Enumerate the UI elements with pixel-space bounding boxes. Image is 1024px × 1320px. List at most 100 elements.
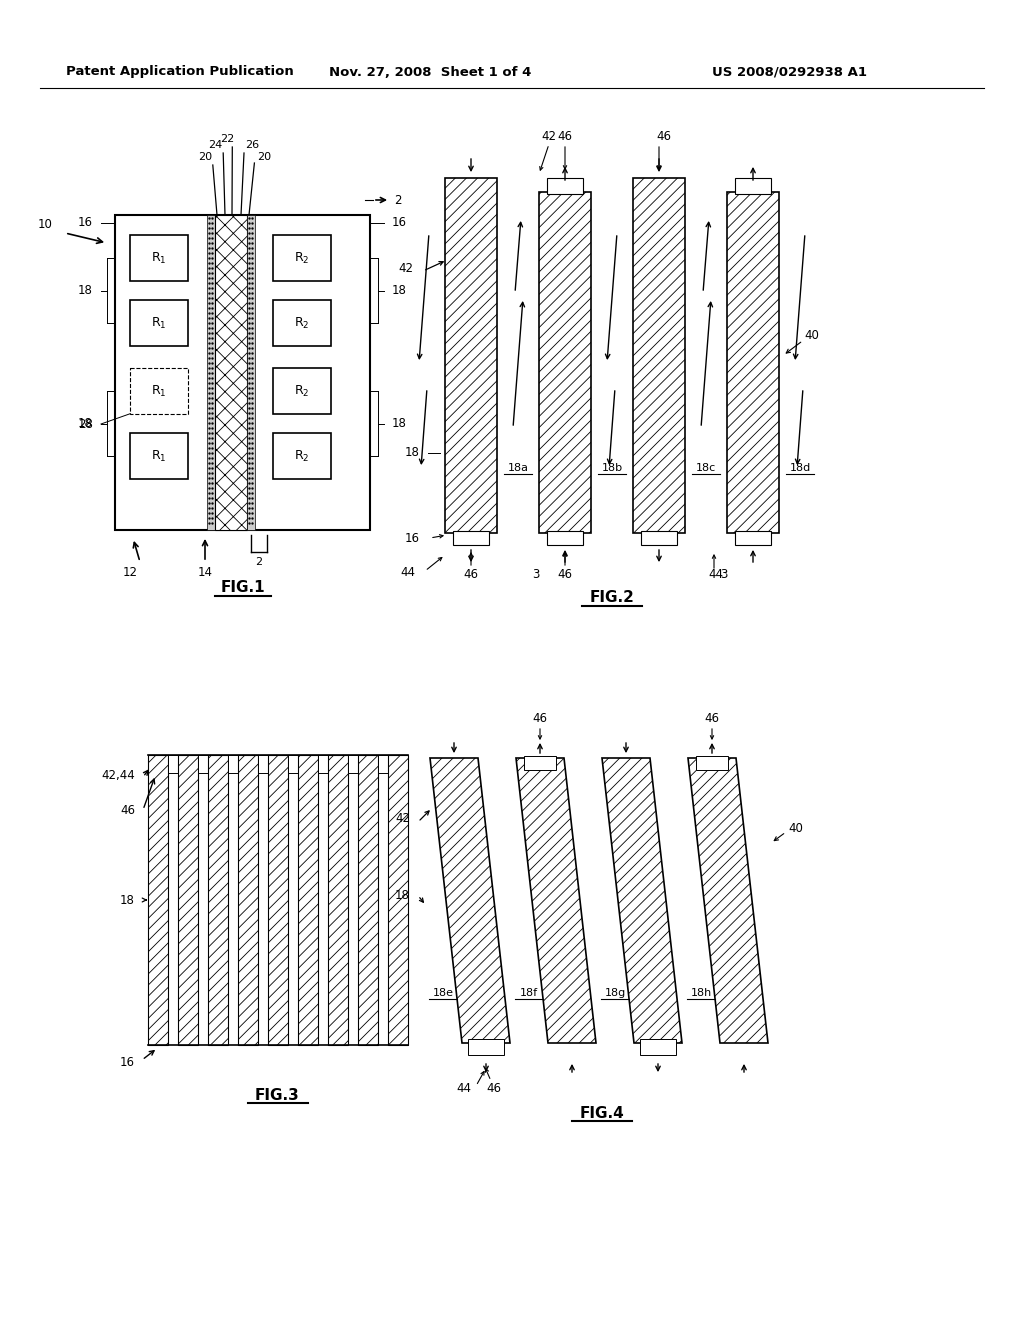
Bar xyxy=(288,755,298,774)
Bar xyxy=(727,191,779,533)
Text: 18: 18 xyxy=(392,284,407,297)
Bar xyxy=(378,755,387,774)
Text: 20: 20 xyxy=(257,152,271,162)
Text: 42,44: 42,44 xyxy=(101,768,135,781)
Text: 18h: 18h xyxy=(690,987,712,998)
Text: 3: 3 xyxy=(720,569,728,582)
Text: 18: 18 xyxy=(406,446,420,459)
Text: R$_1$: R$_1$ xyxy=(152,315,167,330)
Text: FIG.2: FIG.2 xyxy=(590,590,635,606)
Bar xyxy=(357,755,378,1045)
Bar xyxy=(298,755,317,1045)
Text: Patent Application Publication: Patent Application Publication xyxy=(67,66,294,78)
Text: FIG.1: FIG.1 xyxy=(220,581,265,595)
Bar xyxy=(328,755,347,1045)
Polygon shape xyxy=(430,758,510,1043)
Text: 40: 40 xyxy=(788,821,803,834)
Text: 18: 18 xyxy=(392,417,407,430)
Text: 20: 20 xyxy=(198,152,212,162)
Bar xyxy=(168,755,177,774)
Text: 24: 24 xyxy=(208,140,222,150)
Text: 18f: 18f xyxy=(520,987,538,998)
Polygon shape xyxy=(688,758,768,1043)
Text: 18: 18 xyxy=(78,284,93,297)
Text: R$_2$: R$_2$ xyxy=(294,383,309,399)
Text: 46: 46 xyxy=(464,569,478,582)
Bar xyxy=(208,755,227,1045)
Text: 46: 46 xyxy=(532,711,548,725)
Text: 18: 18 xyxy=(120,894,135,907)
Bar xyxy=(130,368,188,414)
Text: 12: 12 xyxy=(123,565,137,578)
Text: 18d: 18d xyxy=(790,463,811,473)
Bar xyxy=(547,531,583,545)
Bar xyxy=(198,755,208,774)
Bar xyxy=(640,1039,676,1055)
Bar xyxy=(177,755,198,1045)
Bar xyxy=(115,215,370,531)
Bar xyxy=(445,178,497,533)
Text: FIG.3: FIG.3 xyxy=(255,1088,300,1102)
Text: 18: 18 xyxy=(395,888,410,902)
Text: 44: 44 xyxy=(400,566,415,579)
Bar xyxy=(130,433,188,479)
Text: 18: 18 xyxy=(78,417,93,430)
Bar xyxy=(539,191,591,533)
Bar xyxy=(453,531,489,545)
Text: 46: 46 xyxy=(120,804,135,817)
Bar xyxy=(735,178,771,194)
Bar xyxy=(227,755,238,774)
Text: R$_1$: R$_1$ xyxy=(152,251,167,265)
Text: 14: 14 xyxy=(198,565,213,578)
Bar xyxy=(130,300,188,346)
Bar xyxy=(267,755,288,1045)
Text: 44: 44 xyxy=(709,569,724,582)
Text: 16: 16 xyxy=(78,216,93,230)
Bar xyxy=(207,215,215,531)
Text: 18b: 18b xyxy=(601,463,623,473)
Text: 40: 40 xyxy=(804,329,819,342)
Bar xyxy=(735,531,771,545)
Text: 22: 22 xyxy=(220,135,234,144)
Text: 42: 42 xyxy=(395,812,410,825)
Text: R$_2$: R$_2$ xyxy=(294,251,309,265)
Text: FIG.4: FIG.4 xyxy=(580,1106,625,1121)
Bar xyxy=(273,368,331,414)
Bar xyxy=(215,215,247,531)
Bar xyxy=(547,178,583,194)
Text: 42: 42 xyxy=(542,129,556,143)
Bar xyxy=(468,1039,504,1055)
Bar xyxy=(257,755,267,774)
Bar xyxy=(524,756,556,770)
Bar xyxy=(130,235,188,281)
Text: 18g: 18g xyxy=(604,987,626,998)
Bar xyxy=(273,235,331,281)
Bar xyxy=(238,755,257,1045)
Text: 46: 46 xyxy=(656,129,672,143)
Text: Nov. 27, 2008  Sheet 1 of 4: Nov. 27, 2008 Sheet 1 of 4 xyxy=(329,66,531,78)
Polygon shape xyxy=(602,758,682,1043)
Text: R$_2$: R$_2$ xyxy=(294,449,309,463)
Text: R$_2$: R$_2$ xyxy=(294,315,309,330)
Text: 10: 10 xyxy=(38,219,53,231)
Text: 46: 46 xyxy=(557,569,572,582)
Bar xyxy=(641,531,677,545)
Bar xyxy=(633,178,685,533)
Text: 16: 16 xyxy=(392,216,407,230)
Text: 18e: 18e xyxy=(432,987,454,998)
Bar xyxy=(247,215,255,531)
Text: 28: 28 xyxy=(78,417,93,430)
Bar xyxy=(147,755,168,1045)
Bar xyxy=(273,300,331,346)
Text: 16: 16 xyxy=(120,1056,135,1069)
Bar xyxy=(387,755,408,1045)
Text: 3: 3 xyxy=(532,569,540,582)
Bar xyxy=(273,433,331,479)
Text: 46: 46 xyxy=(486,1081,502,1094)
Text: R$_1$: R$_1$ xyxy=(152,383,167,399)
Text: 26: 26 xyxy=(245,140,259,150)
Text: 42: 42 xyxy=(398,261,413,275)
Text: 46: 46 xyxy=(705,711,720,725)
Bar xyxy=(347,755,357,774)
Text: 46: 46 xyxy=(557,129,572,143)
